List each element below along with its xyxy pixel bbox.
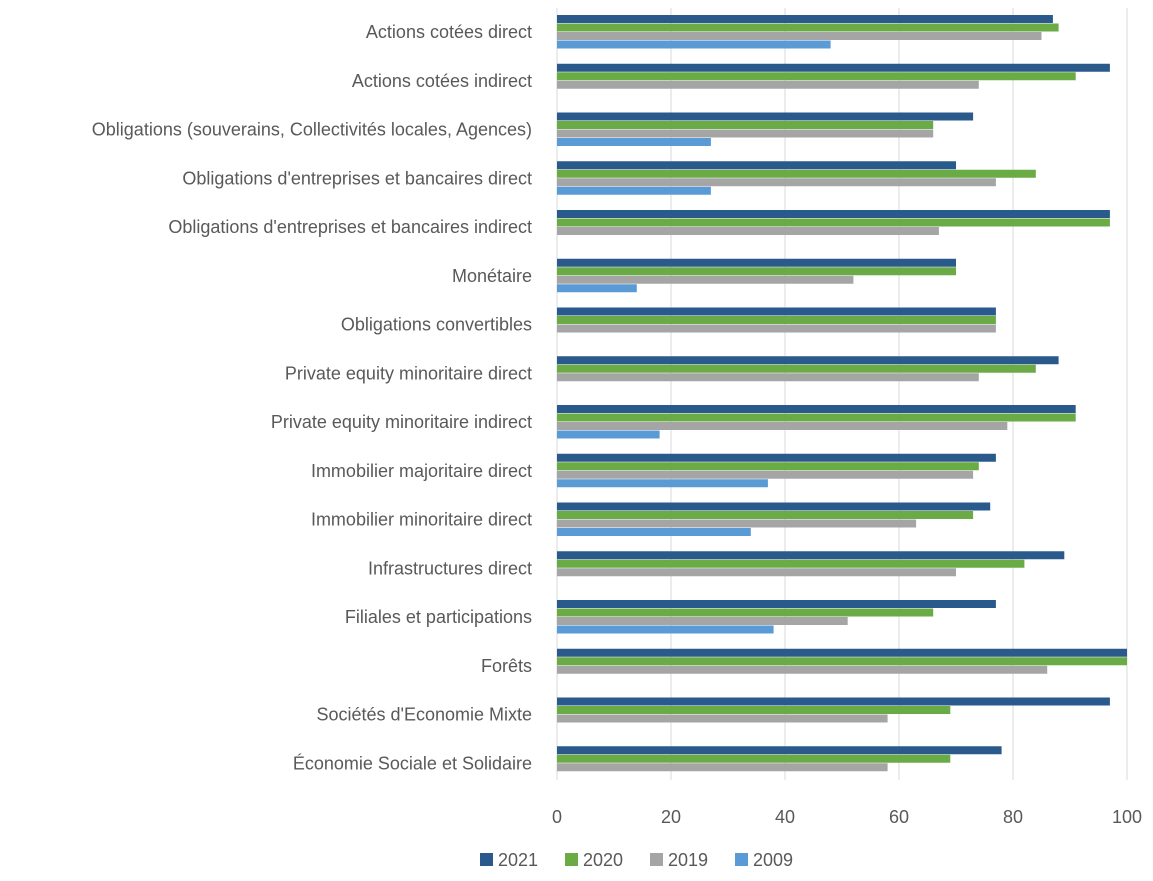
bar-2019 — [557, 617, 848, 625]
bar-2020 — [557, 267, 956, 276]
category-label: Immobilier minoritaire direct — [311, 510, 532, 530]
bar-2009 — [557, 625, 774, 634]
bar-2021 — [557, 600, 996, 608]
x-tick-label: 20 — [661, 807, 681, 827]
category-label: Private equity minoritaire direct — [285, 363, 532, 383]
bar-2021 — [557, 405, 1076, 413]
bar-2009 — [557, 186, 711, 195]
bar-2020 — [557, 559, 1025, 568]
category-labels: Actions cotées direct Actions cotées indi… — [92, 22, 532, 773]
bar-2020 — [557, 462, 979, 471]
bar-2019 — [557, 32, 1042, 40]
legend-swatch-2019 — [650, 853, 663, 866]
category-label: Économie Sociale et Solidaire — [293, 753, 532, 773]
category-label: Filiales et participations — [345, 607, 532, 627]
x-tick-label: 100 — [1112, 807, 1142, 827]
legend-label: 2009 — [753, 850, 793, 870]
x-tick-label: 40 — [775, 807, 795, 827]
bar-2020 — [557, 413, 1076, 422]
bar-2019 — [557, 519, 917, 528]
bar-2021 — [557, 648, 1127, 657]
legend-swatch-2009 — [735, 853, 748, 866]
bar-2019 — [557, 129, 934, 138]
bars — [557, 15, 1127, 772]
bar-2019 — [557, 665, 1048, 674]
bar-2021 — [557, 258, 956, 267]
bar-2021 — [557, 697, 1110, 706]
bar-2020 — [557, 657, 1127, 666]
bar-2020 — [557, 754, 951, 763]
bar-2020 — [557, 218, 1110, 227]
bar-2019 — [557, 80, 979, 89]
bar-2020 — [557, 511, 974, 519]
bar-2021 — [557, 453, 996, 462]
bar-2020 — [557, 121, 934, 129]
legend-label: 2020 — [583, 850, 623, 870]
legend-swatch-2021 — [480, 853, 493, 866]
bar-2021 — [557, 210, 1110, 218]
bar-2021 — [557, 63, 1110, 72]
x-tick-label: 0 — [552, 807, 562, 827]
bar-2021 — [557, 356, 1059, 365]
legend-label: 2021 — [498, 850, 538, 870]
bar-2019 — [557, 275, 854, 284]
bar-2019 — [557, 763, 888, 772]
bar-2020 — [557, 608, 934, 617]
category-label: Private equity minoritaire indirect — [271, 412, 532, 432]
category-label: Actions cotées direct — [366, 22, 532, 42]
bar-2021 — [557, 307, 996, 316]
bar-2021 — [557, 15, 1053, 23]
bar-2021 — [557, 551, 1065, 560]
x-tick-label: 60 — [889, 807, 909, 827]
bar-2009 — [557, 430, 660, 439]
category-label: Actions cotées indirect — [352, 71, 532, 91]
category-label: Obligations (souverains, Collectivités l… — [92, 120, 532, 140]
category-label: Forêts — [481, 656, 532, 676]
bar-2021 — [557, 161, 956, 170]
bar-2020 — [557, 364, 1036, 373]
bar-2020 — [557, 23, 1059, 32]
bar-2019 — [557, 568, 956, 577]
legend: 2021 2020 2019 2009 — [480, 850, 793, 870]
bar-2019 — [557, 227, 939, 235]
bar-2021 — [557, 502, 991, 511]
x-axis-ticks: 0 20 40 60 80 100 — [552, 807, 1142, 827]
x-tick-label: 80 — [1003, 807, 1023, 827]
category-label: Obligations d'entreprises et bancaires d… — [182, 168, 532, 188]
category-label: Sociétés d'Economie Mixte — [316, 705, 532, 725]
bar-2009 — [557, 138, 711, 146]
bar-2009 — [557, 284, 637, 293]
bar-2021 — [557, 112, 974, 121]
category-label: Immobilier majoritaire direct — [311, 461, 532, 481]
category-label: Monétaire — [452, 266, 532, 286]
bar-2020 — [557, 169, 1036, 178]
bar-2021 — [557, 746, 1002, 755]
bar-2009 — [557, 40, 831, 49]
bar-2020 — [557, 316, 996, 324]
legend-label: 2019 — [668, 850, 708, 870]
category-label: Obligations convertibles — [341, 315, 532, 335]
bar-2020 — [557, 706, 951, 714]
category-label: Obligations d'entreprises et bancaires i… — [168, 217, 532, 237]
bar-2019 — [557, 373, 979, 382]
bar-2019 — [557, 178, 996, 187]
category-label: Infrastructures direct — [368, 558, 532, 578]
bar-2020 — [557, 72, 1076, 81]
bar-2009 — [557, 528, 751, 536]
bar-2019 — [557, 422, 1008, 430]
legend-swatch-2020 — [565, 853, 578, 866]
bar-2019 — [557, 470, 974, 479]
bar-2019 — [557, 324, 996, 333]
bar-2009 — [557, 479, 768, 488]
bar-2019 — [557, 714, 888, 723]
